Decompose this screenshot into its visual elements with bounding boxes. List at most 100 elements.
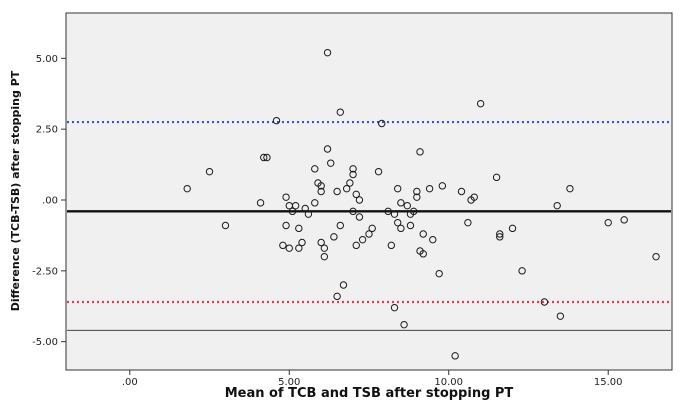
data-point-54 [394, 218, 402, 227]
data-point-5 [263, 153, 271, 162]
data-point-36 [342, 184, 351, 193]
data-point-32 [333, 292, 341, 301]
data-point-48 [374, 167, 383, 176]
data-point-81 [496, 233, 504, 241]
data-point-4 [260, 153, 268, 162]
data-point-1 [205, 167, 214, 176]
data-point-87 [566, 184, 574, 193]
data-point-67 [419, 250, 427, 258]
x-tick-label-0: .00 [122, 377, 138, 388]
data-point-37 [346, 179, 354, 187]
data-point-26 [320, 252, 329, 261]
data-point-45 [358, 235, 367, 244]
data-point-82 [508, 224, 517, 233]
data-point-25 [320, 244, 329, 252]
data-point-72 [438, 182, 447, 190]
y-tick-label-1: 2.50 [36, 125, 58, 136]
data-point-30 [330, 233, 338, 241]
data-point-86 [556, 312, 565, 320]
x-tick-label-1: 5.00 [278, 377, 300, 388]
data-point-75 [464, 218, 472, 227]
data-point-31 [333, 187, 341, 196]
data-point-84 [540, 298, 549, 306]
data-point-41 [352, 190, 360, 199]
data-points [183, 48, 660, 360]
data-point-74 [457, 187, 466, 196]
data-point-16 [298, 238, 306, 247]
data-point-6 [272, 116, 281, 125]
y-axis-ticks: 5.00 2.50 .00 -2.50 -5.00 [32, 54, 66, 348]
data-point-28 [323, 48, 332, 57]
data-point-51 [387, 241, 396, 250]
data-point-23 [317, 187, 325, 196]
data-point-24 [317, 238, 325, 247]
data-point-68 [419, 230, 427, 238]
data-point-12 [288, 207, 297, 216]
data-point-56 [397, 199, 405, 207]
data-point-69 [425, 184, 434, 193]
data-point-65 [416, 148, 424, 156]
y-tick-label-0: 5.00 [36, 54, 58, 65]
data-point-34 [336, 221, 344, 230]
data-point-88 [604, 218, 612, 227]
data-point-62 [409, 207, 418, 216]
data-point-77 [470, 193, 478, 201]
data-point-78 [476, 99, 485, 108]
data-point-79 [492, 173, 501, 182]
data-point-64 [413, 193, 421, 201]
data-point-57 [397, 224, 405, 233]
data-point-7 [279, 241, 287, 250]
data-point-14 [295, 224, 303, 233]
data-point-29 [327, 159, 335, 167]
data-point-52 [390, 303, 399, 312]
data-point-90 [652, 252, 660, 261]
data-point-3 [256, 199, 265, 207]
data-point-39 [349, 165, 357, 173]
data-point-85 [553, 201, 561, 210]
data-point-42 [352, 241, 360, 250]
data-point-47 [368, 224, 376, 233]
data-point-0 [183, 184, 191, 193]
x-tick-label-2: 10.00 [434, 377, 463, 388]
data-point-44 [355, 196, 364, 204]
y-tick-label-3: -2.50 [32, 266, 58, 277]
data-point-40 [349, 207, 357, 216]
y-axis-title: Difference (TCB-TSB) after stopping PT [9, 70, 22, 311]
data-point-71 [435, 269, 443, 278]
data-point-53 [390, 210, 399, 218]
data-point-33 [336, 108, 344, 116]
data-point-46 [365, 230, 373, 238]
x-axis-title: Mean of TCB and TSB after stopping PT [225, 386, 514, 401]
data-point-20 [311, 199, 319, 207]
data-point-22 [317, 182, 325, 190]
data-point-35 [339, 281, 348, 289]
data-point-38 [349, 170, 357, 179]
data-point-27 [323, 145, 332, 153]
data-point-89 [620, 216, 628, 224]
x-axis-ticks: .00 5.00 10.00 15.00 [122, 370, 623, 388]
data-point-17 [301, 204, 309, 213]
plot-area [65, 12, 673, 371]
data-point-83 [518, 267, 526, 275]
data-point-49 [378, 119, 386, 128]
data-point-61 [406, 221, 415, 230]
data-point-2 [221, 221, 230, 230]
data-point-63 [413, 187, 421, 196]
reference-lines [67, 120, 671, 331]
data-point-43 [355, 213, 364, 221]
data-point-19 [311, 165, 319, 173]
data-point-70 [429, 235, 437, 244]
data-point-13 [291, 201, 300, 210]
data-point-18 [304, 210, 313, 218]
data-point-15 [295, 244, 303, 252]
data-point-11 [285, 244, 293, 252]
data-point-80 [496, 230, 504, 238]
data-point-58 [400, 320, 408, 329]
y-tick-label-2: .00 [42, 196, 58, 207]
data-point-73 [451, 352, 459, 360]
data-point-8 [282, 221, 290, 230]
x-tick-label-3: 15.00 [594, 377, 623, 388]
data-point-59 [403, 201, 411, 210]
